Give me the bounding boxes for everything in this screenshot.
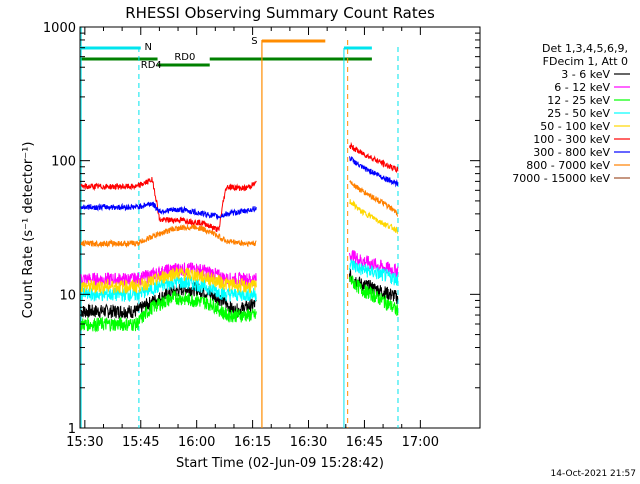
series-line [349, 249, 399, 278]
saa-label: S [251, 36, 257, 47]
series-line [80, 267, 257, 295]
series-line [349, 275, 399, 316]
rd0-label: RD0 [174, 52, 195, 63]
legend: Det 1,3,4,5,6,9,FDecim 1, Att 03 - 6 keV… [512, 42, 630, 185]
series-line [80, 176, 257, 233]
series-line [349, 141, 399, 174]
state-bars: N S RD4 RD0 [80, 27, 399, 428]
night-label: N [144, 42, 151, 53]
legend-entry-label: 3 - 6 keV [561, 68, 610, 81]
y-axis: 1 10 100 1000 [43, 21, 480, 437]
series-line [349, 155, 399, 188]
legend-entry-label: 800 - 7000 keV [526, 159, 610, 172]
x-tick-label: 15:30 [66, 435, 103, 450]
x-tick-label: 16:15 [234, 435, 271, 450]
x-tick-label: 15:45 [122, 435, 159, 450]
legend-header: Det 1,3,4,5,6,9, [542, 42, 628, 55]
legend-entry-label: 50 - 100 keV [540, 120, 610, 133]
legend-entry-label: 7000 - 15000 keV [512, 172, 610, 185]
x-tick-label: 16:30 [290, 435, 327, 450]
y-tick-label: 100 [51, 155, 76, 170]
plot-frame [79, 26, 481, 429]
y-tick-label: 1 [68, 422, 76, 437]
chart-title: RHESSI Observing Summary Count Rates [125, 4, 435, 22]
legend-entry-label: 12 - 25 keV [547, 94, 610, 107]
series-line [349, 258, 399, 286]
series-layer [80, 141, 399, 333]
x-tick-label: 16:00 [178, 435, 215, 450]
series-line [349, 199, 398, 234]
series-line [80, 223, 257, 249]
legend-header: FDecim 1, Att 0 [543, 55, 628, 68]
y-axis-label: Count Rate (s⁻¹ detector⁻¹) [21, 142, 36, 319]
legend-entry-label: 25 - 50 keV [547, 107, 610, 120]
rd4-label: RD4 [141, 60, 162, 71]
legend-entry-label: 300 - 800 keV [533, 146, 610, 159]
x-axis: 15:30 15:45 16:00 16:15 16:30 16:45 17:00 [66, 27, 439, 450]
series-line [80, 290, 257, 333]
series-line [80, 282, 257, 320]
y-tick-label: 10 [59, 288, 76, 303]
x-tick-label: 16:45 [346, 435, 383, 450]
x-tick-label: 17:00 [402, 435, 439, 450]
timestamp: 14-Oct-2021 21:57 [551, 469, 636, 479]
legend-entry-label: 100 - 300 keV [533, 133, 610, 146]
series-line [349, 180, 398, 217]
y-tick-label: 1000 [43, 21, 76, 36]
legend-entry-label: 6 - 12 keV [554, 81, 610, 94]
x-axis-label: Start Time (02-Jun-09 15:28:42) [176, 456, 384, 471]
series-line [80, 201, 257, 221]
